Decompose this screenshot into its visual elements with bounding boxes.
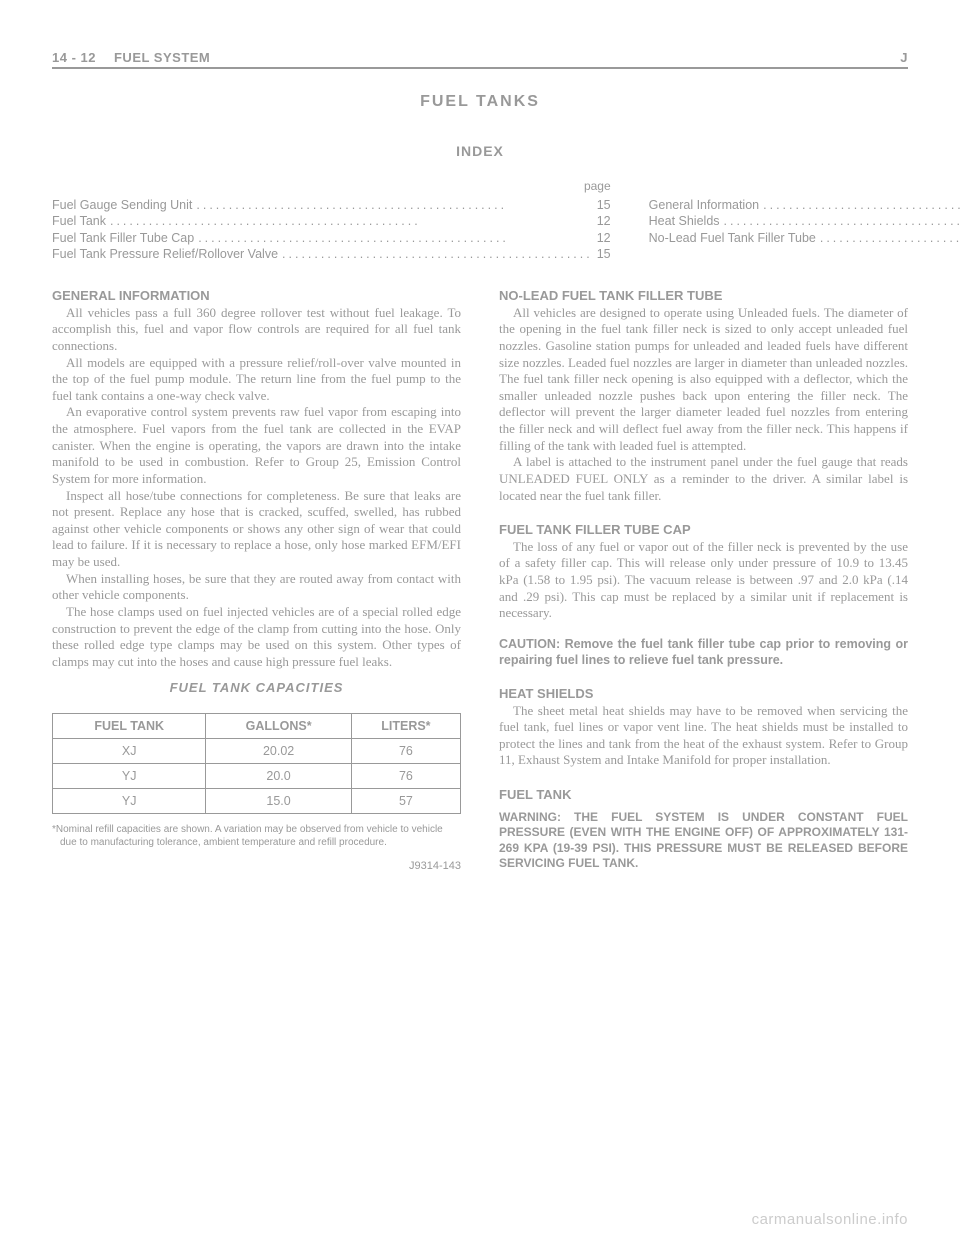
header-right: J <box>900 50 908 65</box>
index-dots: ........................................… <box>759 197 960 213</box>
table-cell: 20.0 <box>206 764 351 789</box>
table-row: YJ15.057 <box>53 789 461 814</box>
index-label: General Information <box>649 197 759 213</box>
body-text: All vehicles pass a full 360 degree roll… <box>52 305 461 355</box>
table-cell: 20.02 <box>206 739 351 764</box>
heading-filler-cap: FUEL TANK FILLER TUBE CAP <box>499 522 908 539</box>
page-header: 14 - 12 FUEL SYSTEM J <box>52 50 908 69</box>
table-caption: FUEL TANK CAPACITIES <box>52 680 461 697</box>
index-title: INDEX <box>52 143 908 159</box>
index-dots: ........................................… <box>278 246 597 262</box>
index-entry: General Information ....................… <box>649 197 960 213</box>
table-cell: 76 <box>351 739 460 764</box>
index-label: Heat Shields <box>649 213 720 229</box>
table-cell: XJ <box>53 739 206 764</box>
index-dots: ........................................… <box>192 197 596 213</box>
index-columns: page Fuel Gauge Sending Unit ...........… <box>52 179 908 262</box>
body-text: When installing hoses, be sure that they… <box>52 571 461 604</box>
figure-number: J9314-143 <box>52 859 461 873</box>
content-columns: GENERAL INFORMATION All vehicles pass a … <box>52 284 908 873</box>
index-page: 12 <box>597 213 611 229</box>
table-header-cell: LITERS* <box>351 714 460 739</box>
index-page: 15 <box>597 246 611 262</box>
index-entry: Fuel Tank ..............................… <box>52 213 611 229</box>
heading-no-lead: NO-LEAD FUEL TANK FILLER TUBE <box>499 288 908 305</box>
heading-heat-shields: HEAT SHIELDS <box>499 686 908 703</box>
table-cell: YJ <box>53 789 206 814</box>
index-page-label: page <box>649 179 960 193</box>
index-label: Fuel Gauge Sending Unit <box>52 197 192 213</box>
caution-text: CAUTION: Remove the fuel tank filler tub… <box>499 636 908 668</box>
index-dots: ........................................… <box>816 230 960 246</box>
index-col-right: page General Information ...............… <box>649 179 960 262</box>
index-entry: Heat Shields ...........................… <box>649 213 960 229</box>
index-label: Fuel Tank <box>52 213 106 229</box>
table-footnote: *Nominal refill capacities are shown. A … <box>52 824 461 849</box>
body-text: All models are equipped with a pressure … <box>52 355 461 405</box>
index-entry: No-Lead Fuel Tank Filler Tube ..........… <box>649 230 960 246</box>
index-label: Fuel Tank Filler Tube Cap <box>52 230 194 246</box>
index-col-left: page Fuel Gauge Sending Unit ...........… <box>52 179 611 262</box>
index-dots: ........................................… <box>720 213 960 229</box>
index-dots: ........................................… <box>194 230 597 246</box>
warning-text: WARNING: THE FUEL SYSTEM IS UNDER CONSTA… <box>499 810 908 872</box>
table-header-cell: GALLONS* <box>206 714 351 739</box>
body-text: The loss of any fuel or vapor out of the… <box>499 539 908 622</box>
body-text: The hose clamps used on fuel injected ve… <box>52 604 461 671</box>
index-label: Fuel Tank Pressure Relief/Rollover Valve <box>52 246 278 262</box>
body-text: Inspect all hose/tube connections for co… <box>52 488 461 571</box>
table-cell: 15.0 <box>206 789 351 814</box>
table-row: XJ20.0276 <box>53 739 461 764</box>
index-entry: Fuel Tank Filler Tube Cap ..............… <box>52 230 611 246</box>
page-number: 14 - 12 <box>52 50 96 65</box>
body-text: An evaporative control system prevents r… <box>52 404 461 487</box>
table-row: YJ20.076 <box>53 764 461 789</box>
heading-general-info: GENERAL INFORMATION <box>52 288 461 305</box>
right-column: NO-LEAD FUEL TANK FILLER TUBE All vehicl… <box>499 284 908 873</box>
index-page: 12 <box>597 230 611 246</box>
index-entry: Fuel Gauge Sending Unit ................… <box>52 197 611 213</box>
body-text: All vehicles are designed to operate usi… <box>499 305 908 455</box>
heading-fuel-tank: FUEL TANK <box>499 787 908 804</box>
index-page-label: page <box>52 179 611 193</box>
table-header-cell: FUEL TANK <box>53 714 206 739</box>
index-label: No-Lead Fuel Tank Filler Tube <box>649 230 816 246</box>
capacity-table: FUEL TANKGALLONS*LITERS* XJ20.0276YJ20.0… <box>52 713 461 814</box>
main-title: FUEL TANKS <box>52 93 908 111</box>
index-dots: ........................................… <box>106 213 597 229</box>
left-column: GENERAL INFORMATION All vehicles pass a … <box>52 284 461 873</box>
header-left: 14 - 12 FUEL SYSTEM <box>52 50 210 65</box>
index-entry: Fuel Tank Pressure Relief/Rollover Valve… <box>52 246 611 262</box>
body-text: The sheet metal heat shields may have to… <box>499 703 908 770</box>
table-cell: 76 <box>351 764 460 789</box>
index-page: 15 <box>597 197 611 213</box>
section-name: FUEL SYSTEM <box>114 50 210 65</box>
table-cell: YJ <box>53 764 206 789</box>
table-cell: 57 <box>351 789 460 814</box>
watermark: carmanualsonline.info <box>752 1211 908 1228</box>
body-text: A label is attached to the instrument pa… <box>499 454 908 504</box>
